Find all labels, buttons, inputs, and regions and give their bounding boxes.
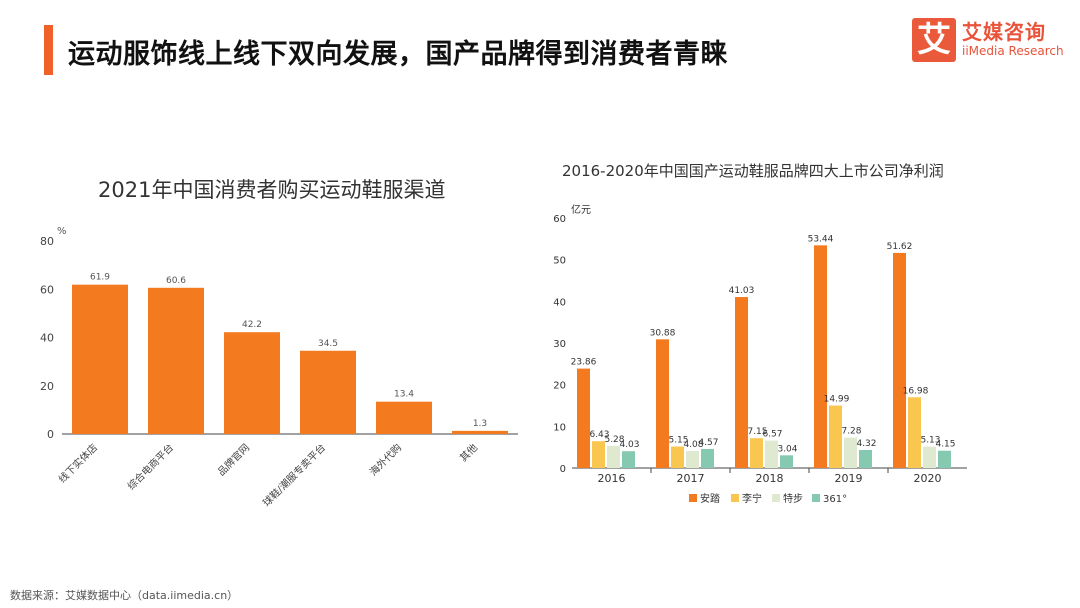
legend-swatch [689,494,697,502]
data-label: 13.4 [394,390,414,400]
data-label: 5.13 [920,436,940,446]
y-tick-label: 20 [553,381,566,392]
bar-4 [859,450,872,468]
data-label: 5.15 [668,436,688,446]
title-accent-bar [44,25,53,75]
bar-3 [765,440,778,468]
data-label: 7.15 [747,427,767,437]
bar-2 [750,438,763,468]
legend-swatch [812,494,820,502]
bar-4 [780,455,793,468]
y-tick-label: 50 [553,256,566,267]
page-title: 运动服饰线上线下双向发展，国产品牌得到消费者青睐 [68,39,728,70]
bar-1 [814,245,827,468]
y-tick-label: 30 [553,339,566,350]
data-label: 60.6 [166,276,186,286]
bar [376,401,432,434]
y-tick-label: 20 [40,380,54,393]
legend-label: 361° [823,494,847,505]
bar-2 [829,405,842,468]
y-tick-label: 60 [40,283,54,296]
data-label: 42.2 [242,320,262,330]
data-label: 4.57 [698,438,718,448]
bar-1 [577,368,590,468]
bar [452,430,508,434]
legend-label: 安踏 [700,492,720,505]
x-tick-label: 2017 [677,472,705,485]
data-label: 16.98 [903,386,929,396]
bar-2 [671,446,684,468]
x-tick-label: 2019 [835,472,863,485]
left-chart-title: 2021年中国消费者购买运动鞋服渠道 [98,178,446,202]
x-tick-label: 2020 [914,472,942,485]
bar-2 [908,397,921,468]
data-label: 23.86 [571,358,597,368]
logo-name-en: iiMedia Research [962,44,1064,58]
y-tick-label: 40 [553,297,566,308]
data-label: 3.04 [777,444,797,454]
data-label: 4.03 [619,440,639,450]
bar-3 [844,437,857,468]
bar-3 [923,446,936,468]
legend-swatch [731,494,739,502]
bar-1 [735,297,748,468]
data-label: 41.03 [729,286,755,296]
y-tick-label: 0 [47,428,54,441]
data-label: 6.57 [762,430,782,440]
right-chart-title: 2016-2020年中国国产运动鞋服品牌四大上市公司净利润 [562,162,944,180]
data-label: 4.08 [683,440,703,450]
y-tick-label: 10 [553,422,566,433]
data-label: 53.44 [808,234,834,244]
bar-1 [893,252,906,468]
y-tick-label: 0 [560,464,566,475]
bar-2 [592,441,605,468]
x-tick-label: 2016 [598,472,626,485]
y-axis-unit: 亿元 [571,203,591,216]
brand-logo: 艾 艾媒咨询 iiMedia Research [912,18,1072,64]
data-label: 14.99 [824,395,850,405]
logo-name-cn: 艾媒咨询 [962,20,1046,44]
x-tick-label: 2018 [756,472,784,485]
data-label: 4.32 [856,439,876,449]
legend-label: 李宁 [742,492,762,505]
data-label: 7.28 [841,427,861,437]
source-note: 数据来源：艾媒数据中心（data.iimedia.cn） [10,589,239,602]
data-label: 5.28 [604,435,624,445]
y-tick-label: 40 [40,332,54,345]
logo-mark-icon: 艾 [912,18,956,62]
data-label: 34.5 [318,339,338,349]
data-label: 61.9 [90,273,110,283]
data-label: 1.3 [473,419,487,429]
bar [72,284,128,434]
bar [148,287,204,434]
bar [224,332,280,434]
data-label: 4.15 [935,440,955,450]
data-label: 30.88 [650,328,676,338]
legend-swatch [772,494,780,502]
y-tick-label: 80 [40,235,54,248]
bar-3 [607,446,620,468]
y-axis-unit: % [57,226,67,237]
bar-1 [656,339,669,468]
bar-4 [701,448,714,468]
bar-4 [622,451,635,468]
bar-4 [938,450,951,468]
data-label: 6.43 [589,430,609,440]
channel-bar-chart: %02040608061.9线下实体店60.6综合电商平台42.2品牌官网34.… [40,226,518,509]
data-label: 51.62 [887,242,913,252]
bar-3 [686,451,699,468]
legend-label: 特步 [783,493,803,505]
y-tick-label: 60 [553,214,566,225]
bar [300,350,356,434]
